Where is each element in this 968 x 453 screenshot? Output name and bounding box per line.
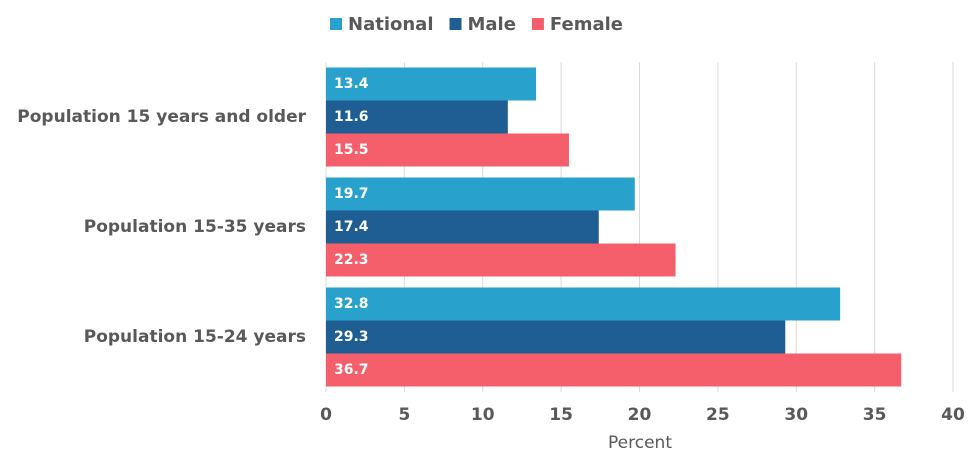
- bar: [326, 67, 537, 101]
- bar: [326, 287, 841, 321]
- x-tick-label: 15: [549, 405, 573, 425]
- data-label: 29.3: [334, 329, 369, 345]
- data-label: 32.8: [334, 296, 369, 312]
- legend-label: Male: [467, 14, 515, 35]
- y-tick-label: Population 15 years and older: [17, 107, 306, 127]
- legend-swatch: [531, 18, 544, 30]
- legend-label: National: [348, 14, 433, 35]
- x-tick-label: 30: [784, 405, 808, 425]
- x-tick-label: 5: [398, 405, 410, 425]
- data-label: 22.3: [334, 252, 369, 268]
- bar: [326, 100, 508, 134]
- data-label: 19.7: [334, 186, 369, 202]
- bar: [326, 210, 599, 244]
- x-tick-label: 40: [941, 405, 965, 425]
- y-tick-label: Population 15-35 years: [84, 217, 306, 237]
- x-axis-title: Percent: [608, 433, 672, 453]
- x-tick-label: 20: [628, 405, 652, 425]
- y-tick-label: Population 15-24 years: [84, 327, 306, 347]
- data-label: 11.6: [334, 109, 369, 125]
- bar: [326, 320, 786, 354]
- data-label: 15.5: [334, 142, 369, 158]
- x-tick-label: 25: [706, 405, 730, 425]
- bar: [326, 133, 569, 167]
- legend-swatch: [449, 18, 462, 30]
- legend-swatch: [330, 18, 342, 30]
- data-label: 13.4: [334, 76, 369, 92]
- x-tick-label: 35: [863, 405, 887, 425]
- data-label: 36.7: [334, 362, 369, 378]
- bar: [326, 177, 635, 211]
- data-label: 17.4: [334, 219, 369, 235]
- legend-label: Female: [550, 14, 623, 35]
- x-tick-label: 10: [471, 405, 495, 425]
- bar: [326, 243, 676, 277]
- bar: [326, 353, 902, 387]
- x-tick-label: 0: [320, 405, 332, 425]
